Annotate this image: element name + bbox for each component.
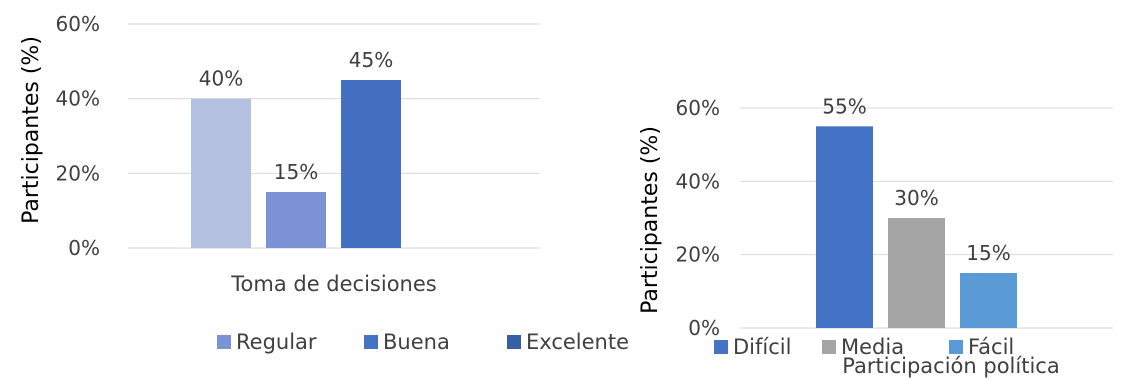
legend-label: Fácil <box>968 335 1014 359</box>
x-axis-title: Toma de decisiones <box>230 272 436 296</box>
y-tick-label: 60% <box>56 12 100 36</box>
y-tick-label: 40% <box>676 169 720 193</box>
bar-regular <box>191 98 251 249</box>
bar-excelente <box>341 80 401 248</box>
data-label: 55% <box>822 94 866 118</box>
y-tick-label: 60% <box>676 96 720 120</box>
chart-participacion-politica: 0% 20% 40% 60% Participantes (%) 55% 30% 15% Par… <box>638 94 1113 378</box>
data-label: 15% <box>274 160 318 184</box>
legend-swatch <box>217 335 231 349</box>
bar-fácil <box>960 273 1017 328</box>
y-tick-label: 40% <box>56 87 100 111</box>
y-tick-label: 0% <box>68 236 100 260</box>
x-axis-title: Participación política <box>842 354 1059 378</box>
y-tick-label: 0% <box>688 316 720 340</box>
y-tick-label: 20% <box>676 243 720 267</box>
y-tick-label: 20% <box>56 161 100 185</box>
data-label: 45% <box>349 48 393 72</box>
bar-buena <box>266 192 326 248</box>
y-axis-title: Participantes (%) <box>19 36 44 224</box>
data-label: 40% <box>199 67 243 91</box>
legend-swatch <box>949 340 963 354</box>
legend-label: Regular <box>236 330 317 354</box>
legend-label: Media <box>841 335 904 359</box>
legend-swatch <box>822 340 836 354</box>
legend-swatch <box>714 340 728 354</box>
legend-swatch <box>364 335 378 349</box>
bar-media <box>888 218 945 328</box>
legend-swatch <box>507 335 521 349</box>
data-label: 15% <box>966 241 1010 265</box>
data-label: 30% <box>894 186 938 210</box>
chart-toma-de-decisiones: 0% 20% 40% 60% Participantes (%) 40% 15% 45% Tom… <box>19 12 629 354</box>
bar-difícil <box>816 126 873 328</box>
legend-label: Excelente <box>526 330 629 354</box>
legend-label: Buena <box>383 330 450 354</box>
y-axis-title: Participantes (%) <box>638 126 663 314</box>
legend-label: Difícil <box>733 335 791 359</box>
